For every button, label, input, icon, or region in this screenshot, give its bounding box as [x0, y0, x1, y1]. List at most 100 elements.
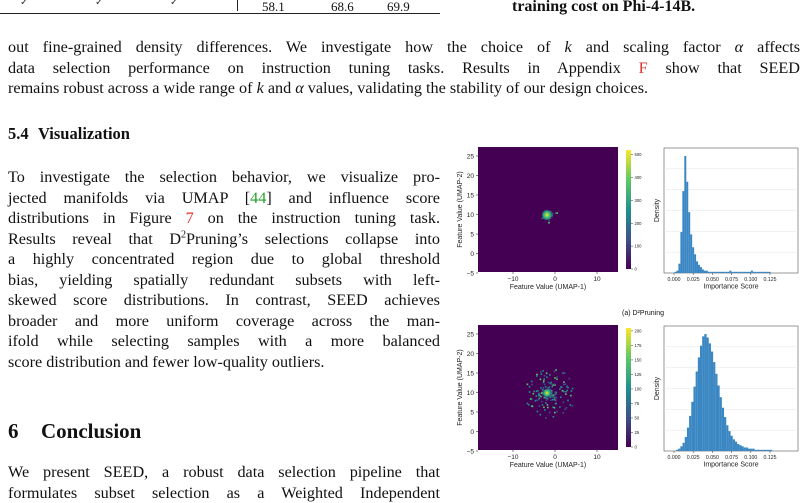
histogram-bar: [696, 261, 698, 273]
umap-point: [564, 409, 566, 411]
umap-point: [555, 397, 557, 399]
umap-xtick-label: 0: [553, 454, 557, 461]
text-line: a highly concentrated region due to glob…: [8, 249, 440, 270]
umap-point: [554, 377, 556, 379]
text-line: score distribution and fewer low-quality…: [8, 352, 440, 373]
umap-point: [545, 402, 547, 404]
umap-point: [556, 379, 558, 381]
umap-point: [570, 395, 572, 397]
umap-point: [563, 381, 565, 383]
histogram-bar: [735, 272, 737, 273]
umap-point: [554, 383, 556, 385]
histogram-bar: [696, 371, 698, 451]
umap-point: [550, 400, 552, 402]
histogram-bar: [722, 408, 724, 451]
umap-point: [538, 397, 540, 399]
text-line: out fine-grained density differences. We…: [8, 37, 800, 58]
histogram-bar: [744, 447, 746, 451]
umap-point: [563, 402, 565, 404]
umap-ytick-label: 0: [470, 251, 474, 258]
text-line: remains robust across a wide range of k …: [8, 78, 800, 99]
umap-point: [536, 375, 538, 377]
appendix-link[interactable]: F: [639, 59, 648, 77]
histogram-bar: [747, 272, 749, 273]
umap-point: [543, 387, 545, 389]
histogram-bar: [739, 272, 741, 273]
histogram-xlabel: Importance Score: [703, 462, 758, 469]
table-bottom-rule: [0, 13, 440, 14]
colorbar-tick-label: 0: [635, 267, 638, 272]
umap-point: [531, 384, 533, 386]
histogram-bar: [718, 272, 720, 273]
histogram-bar: [698, 265, 700, 273]
text-line: To investigate the selection behavior, w…: [8, 167, 440, 188]
umap-point: [547, 404, 549, 406]
umap-point: [538, 399, 540, 401]
umap-point: [549, 412, 551, 414]
histogram-ylabel: Density: [654, 198, 661, 222]
colorbar-tick-label: 200: [635, 221, 643, 226]
histogram-bar: [683, 443, 685, 451]
umap-ylabel: Feature Value (UMAP-2): [457, 171, 464, 248]
histogram-bar: [693, 387, 695, 451]
histogram-bar: [716, 272, 718, 273]
citation-link[interactable]: 44: [250, 189, 266, 207]
histogram-xtick-label: 0.050: [706, 455, 719, 461]
umap-point: [553, 397, 555, 399]
histogram-bar: [759, 272, 761, 273]
histogram-bar: [713, 362, 715, 451]
histogram-bar: [753, 272, 755, 273]
umap-xtick-label: 10: [593, 454, 601, 461]
histogram-bar: [704, 271, 706, 273]
histogram-bar: [765, 450, 767, 451]
umap-point: [548, 222, 550, 224]
umap-point: [537, 411, 539, 413]
umap-point: [547, 407, 549, 409]
histogram-bar: [727, 272, 729, 273]
histogram-bar: [765, 272, 767, 273]
histogram-bar: [722, 272, 724, 273]
histogram-bar: [684, 156, 686, 273]
histogram-bar: [763, 450, 765, 451]
histogram-xtick-label: 0.125: [764, 455, 777, 461]
colorbar-tick-label: 75: [635, 401, 640, 406]
umap-point: [541, 401, 543, 403]
umap-point: [531, 405, 533, 407]
histogram-xtick-label: 0.050: [706, 277, 719, 283]
text-line: bias, yielding spatially redundant subse…: [8, 270, 440, 291]
histogram-bar: [755, 450, 757, 451]
histogram-bar: [715, 374, 717, 451]
umap-ytick-label: −5: [467, 448, 475, 455]
umap-point: [559, 388, 561, 390]
umap-ytick-label: 25: [467, 331, 475, 338]
figure-link[interactable]: 7: [186, 209, 194, 227]
histogram-bar: [700, 346, 702, 451]
text-line: jected manifolds via UMAP [44] and influ…: [8, 188, 440, 209]
text-line: We present SEED, a robust data selection…: [8, 462, 440, 483]
histogram-bar: [746, 447, 748, 451]
histogram-bar: [676, 271, 678, 273]
histogram-bar: [704, 334, 706, 451]
umap-point: [540, 387, 542, 389]
histogram-bar: [686, 182, 688, 273]
intro-paragraph: out fine-grained density differences. We…: [8, 37, 800, 99]
umap-point: [563, 384, 565, 386]
histogram-bar: [680, 446, 682, 451]
umap-point: [544, 409, 546, 411]
histogram-ylabel: Density: [654, 376, 661, 400]
umap-hotspot: [542, 388, 552, 398]
text-line: broader and more uniform coverage across…: [8, 311, 440, 332]
histogram-bar: [757, 272, 759, 273]
umap-point: [536, 374, 538, 376]
table-cell-mark: ✓: [95, 0, 103, 8]
umap-point: [561, 386, 563, 388]
umap-point: [535, 400, 537, 402]
umap-point: [569, 378, 571, 380]
umap-point: [547, 398, 549, 400]
histogram-bar: [768, 450, 770, 451]
umap-point: [543, 407, 545, 409]
histogram-bar: [692, 247, 694, 273]
histogram-bar: [733, 439, 735, 451]
umap-point: [546, 373, 548, 375]
